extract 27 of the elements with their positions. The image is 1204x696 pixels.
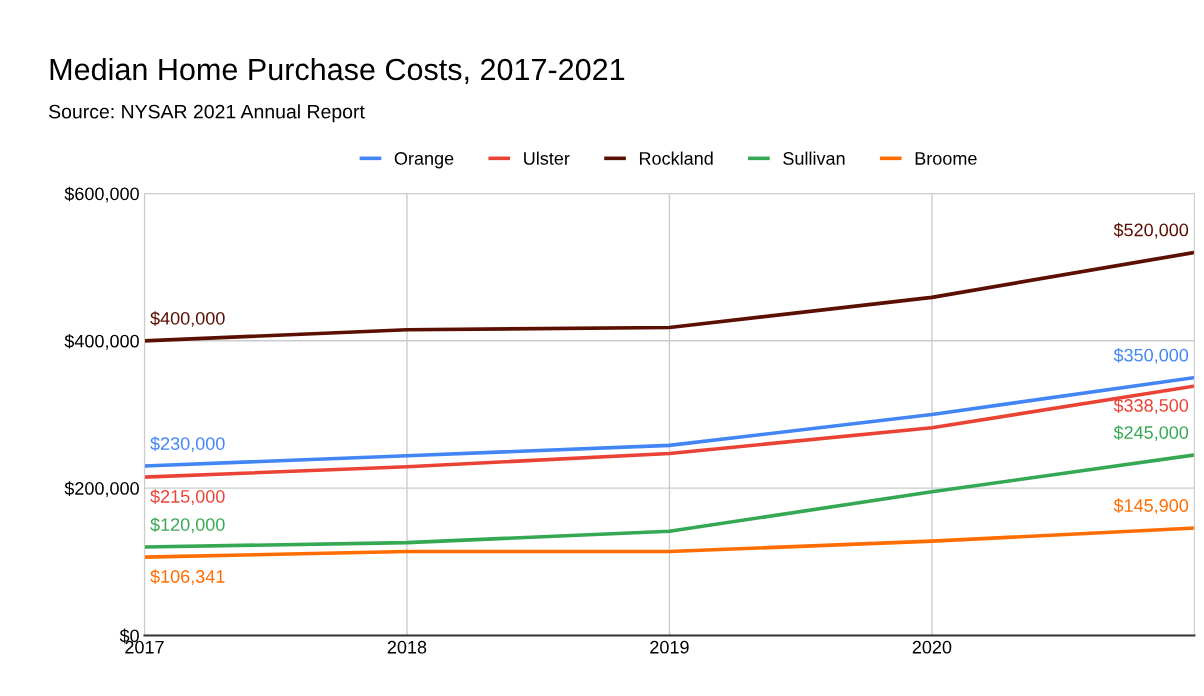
x-tick-label: 2018 [387,640,427,654]
data-label: $520,000 [1113,222,1189,239]
data-label: $106,341 [150,569,225,586]
data-label: $400,000 [150,311,225,327]
legend-label: Broome [915,152,977,165]
line-series [144,375,1195,468]
y-tick-label: $600,000 [64,186,139,203]
legend-label: Rockland [639,151,713,165]
x-tick-label: 2020 [912,640,952,654]
chart-subtitle: Source: NYSAR 2021 Annual Report [49,104,365,123]
data-label: $120,000 [150,517,225,534]
line-series [144,384,1195,479]
data-label: $338,500 [1113,398,1189,414]
y-tick-label: $400,000 [64,333,139,350]
y-tick-label: $200,000 [64,481,139,497]
line-series [144,453,1195,549]
data-label: $245,000 [1113,425,1189,442]
line-series [144,250,1195,343]
data-label: $350,000 [1113,348,1189,364]
chart-title: Median Home Purchase Costs, 2017-2021 [50,57,625,84]
legend-label: Ulster [524,151,570,165]
legend-label: Sullivan [783,151,845,165]
legend-label: Orange [394,152,454,169]
data-label: $230,000 [150,436,225,453]
x-tick-label: 2019 [650,640,689,654]
data-label: $215,000 [150,489,225,505]
data-label: $145,900 [1113,498,1189,515]
